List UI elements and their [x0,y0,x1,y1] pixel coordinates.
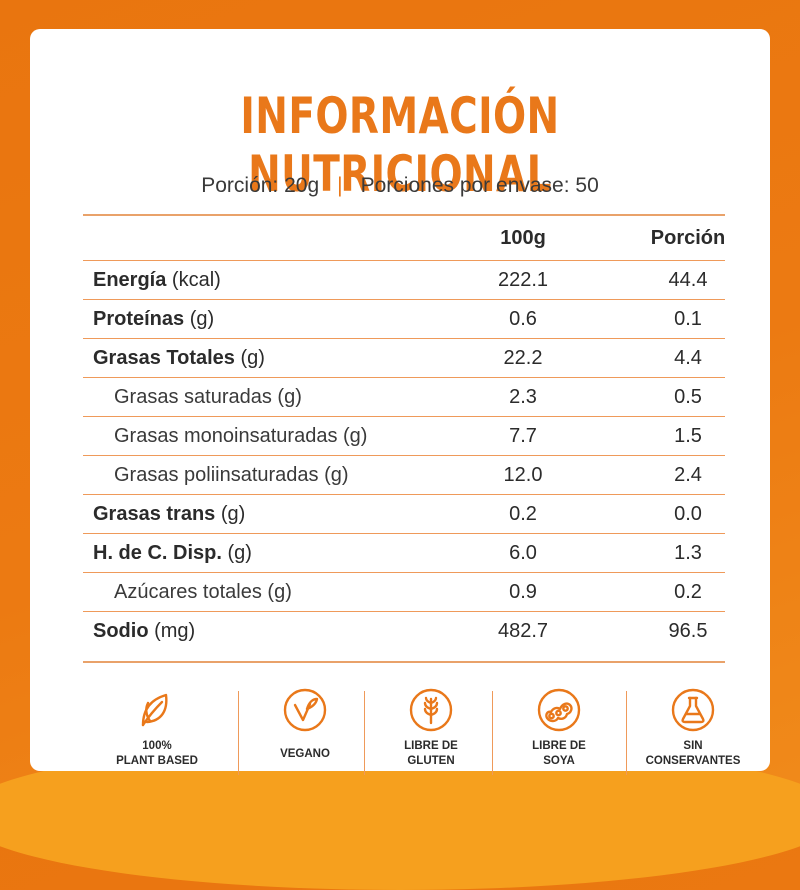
nutrient-name: Energía (kcal) [93,268,221,291]
badge-gluten-free: LIBRE DE GLUTEN [366,679,496,779]
table-row: Grasas saturadas (g) 2.3 0.5 [83,378,725,417]
nutrient-name: Grasas monoinsaturadas (g) [114,424,368,447]
header-100g: 100g [500,226,546,249]
table-row: Proteínas (g) 0.6 0.1 [83,300,725,339]
table-row: Grasas monoinsaturadas (g) 7.7 1.5 [83,417,725,456]
nutrient-name: Grasas poliinsaturadas (g) [114,463,349,486]
nutrient-name: Proteínas (g) [93,307,215,330]
nutrition-table: 100g Porción Energía (kcal) 222.1 44.4 P… [83,216,725,650]
value-portion: 1.5 [674,424,702,447]
table-row: H. de C. Disp. (g) 6.0 1.3 [83,534,725,573]
table-row: Grasas poliinsaturadas (g) 12.0 2.4 [83,456,725,495]
badge-label: LIBRE DE GLUTEN [404,740,458,767]
value-100g: 2.3 [509,385,537,408]
nutrient-name: Grasas saturadas (g) [114,385,302,408]
badge-label: 100% PLANT BASED [116,740,198,767]
value-portion: 0.1 [674,307,702,330]
nutrient-name: Sodio (mg) [93,619,196,642]
badge-no-preservatives: SIN CONSERVANTES [628,679,758,779]
nutrient-name: Grasas Totales (g) [93,346,265,369]
value-100g: 482.7 [497,619,549,642]
value-100g: 6.0 [509,541,537,564]
badge-label: LIBRE DE SOYA [532,740,586,767]
portion-size: Porción: 20g [201,174,320,197]
table-header-row: 100g Porción [83,216,725,261]
badge-plant-based: 100% PLANT BASED [92,679,222,779]
value-100g: 0.9 [509,580,537,603]
value-100g: 22.2 [503,346,543,369]
badge-soy-free: LIBRE DE SOYA [494,679,624,779]
value-100g: 222.1 [497,268,549,291]
value-portion: 96.5 [668,619,708,642]
badge-label: VEGANO [280,748,330,760]
page-title: INFORMACIÓN NUTRICIONAL [240,87,560,203]
table-row: Energía (kcal) 222.1 44.4 [83,261,725,300]
value-portion: 0.0 [674,502,702,525]
wheat-icon [366,687,496,733]
value-portion: 0.5 [674,385,702,408]
serving-info: Porción: 20g | Porciones por envase: 50 [30,174,770,198]
table-row: Grasas Totales (g) 22.2 4.4 [83,339,725,378]
nutrition-card: INFORMACIÓN NUTRICIONAL Porción: 20g | Por… [30,29,770,775]
badge-row: 100% PLANT BASED VEGANO [92,679,752,779]
value-100g: 7.7 [509,424,537,447]
table-bottom-rule [83,661,725,663]
table-row: Grasas trans (g) 0.2 0.0 [83,495,725,534]
header-portion: Porción [650,226,726,249]
badge-vegan: VEGANO [240,679,370,779]
flask-icon [628,687,758,733]
servings-per-pack: Porciones por envase: 50 [360,174,599,197]
value-portion: 0.2 [674,580,702,603]
value-portion: 2.4 [674,463,702,486]
serving-separator: | [337,174,343,197]
value-100g: 0.6 [509,307,537,330]
table-top-rule [83,214,725,216]
table-row: Azúcares totales (g) 0.9 0.2 [83,573,725,612]
badge-label: SIN CONSERVANTES [645,740,741,767]
nutrient-name: Azúcares totales (g) [114,580,292,603]
value-100g: 12.0 [503,463,543,486]
value-portion: 44.4 [668,268,708,291]
soybean-icon [494,687,624,733]
nutrient-name: Grasas trans (g) [93,502,246,525]
badge-divider [238,691,239,775]
badge-divider [626,691,627,775]
badge-divider [364,691,365,775]
value-portion: 1.3 [674,541,702,564]
value-portion: 4.4 [674,346,702,369]
table-row: Sodio (mg) 482.7 96.5 [83,612,725,650]
nutrient-name: H. de C. Disp. (g) [93,541,252,564]
vegan-icon [240,687,370,733]
badge-divider [492,691,493,775]
leaf-icon [92,687,222,733]
value-100g: 0.2 [509,502,537,525]
